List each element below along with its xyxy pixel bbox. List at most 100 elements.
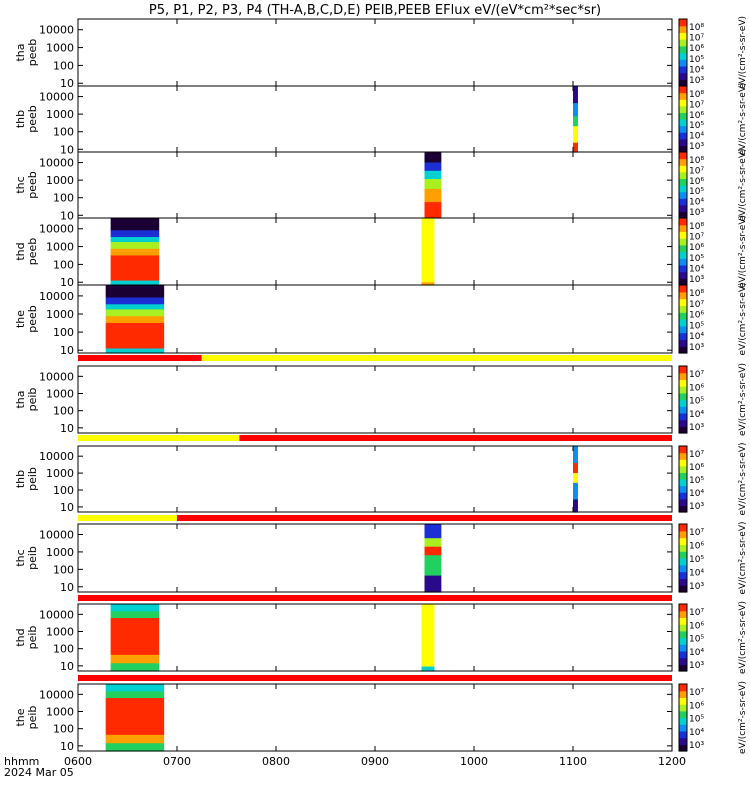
spectrogram-cell bbox=[424, 571, 442, 574]
spectrogram-cell bbox=[573, 488, 578, 492]
colorbar-cell bbox=[679, 287, 687, 291]
panel-instrument-label: peib bbox=[26, 467, 39, 491]
panel-instrument-label: peib bbox=[26, 626, 39, 650]
colorbar-cell bbox=[679, 370, 687, 374]
quality-flag-segment bbox=[201, 355, 672, 361]
spectrogram-cell bbox=[421, 620, 435, 624]
y-tick-label: 10 bbox=[60, 501, 74, 514]
spectrogram-cell bbox=[105, 709, 165, 712]
colorbar-cell bbox=[679, 343, 687, 347]
spectrogram-cell bbox=[424, 176, 442, 179]
time-axis: hhmm 2024 Mar 05 0600 0700 0800 0900 1000 110… bbox=[4, 755, 686, 779]
panel-instrument-label: peeb bbox=[26, 105, 39, 133]
colorbar-cell bbox=[679, 90, 687, 94]
colorbar-cell bbox=[679, 659, 687, 663]
colorbar-cell bbox=[679, 305, 687, 309]
colorbar-cell bbox=[679, 27, 687, 31]
colorbar-cell bbox=[679, 21, 687, 25]
colorbar-cell bbox=[679, 485, 687, 489]
colorbar-cell bbox=[679, 171, 687, 175]
y-tick-label: 10 bbox=[60, 143, 74, 156]
colorbar-cell bbox=[679, 264, 687, 268]
colorbar-cell bbox=[679, 296, 687, 300]
colorbar-cell bbox=[679, 99, 687, 102]
spectrogram-cell bbox=[424, 214, 442, 217]
colorbar-cell bbox=[679, 312, 687, 316]
spectrogram-cell bbox=[110, 645, 160, 649]
spectrogram-cell bbox=[110, 650, 160, 654]
spectrogram-cell bbox=[421, 264, 435, 268]
colorbar-cell bbox=[679, 247, 687, 250]
colorbar-cell bbox=[679, 229, 687, 232]
spectrogram-cell bbox=[424, 158, 442, 161]
spectrogram-cell bbox=[421, 607, 435, 610]
spectrogram-cell bbox=[424, 191, 442, 194]
time-tick-label: 1200 bbox=[658, 755, 686, 768]
y-tick-label: 10000 bbox=[39, 370, 74, 383]
spectrogram-cell bbox=[424, 569, 442, 573]
spectrogram-block-1 bbox=[573, 86, 578, 153]
spectrogram-cell bbox=[573, 502, 578, 505]
spectrogram-cell bbox=[110, 254, 160, 258]
spectrogram-cell bbox=[573, 457, 578, 460]
spectrogram-cell bbox=[421, 251, 435, 254]
colorbar-cell bbox=[679, 213, 687, 217]
spectrogram-cell bbox=[105, 725, 165, 729]
spectrogram-cell bbox=[421, 263, 435, 266]
colorbar-cell bbox=[679, 323, 687, 327]
time-tick-label: 0900 bbox=[361, 755, 389, 768]
colorbar-cell bbox=[679, 608, 687, 612]
colorbar-tick-label: 10³ bbox=[689, 76, 704, 86]
y-tick-label: 100 bbox=[53, 59, 74, 72]
colorbar-cell bbox=[679, 401, 687, 405]
spectrogram-cell bbox=[105, 296, 165, 300]
colorbar-tick-label: 10⁴ bbox=[689, 489, 704, 499]
colorbar-cell bbox=[679, 346, 687, 350]
colorbar-cell bbox=[679, 481, 687, 484]
colorbar-cell bbox=[679, 138, 687, 142]
colorbar-cell bbox=[679, 587, 687, 591]
colorbar-cell bbox=[679, 742, 687, 745]
colorbar-cell bbox=[679, 474, 687, 478]
spectrogram-cell bbox=[105, 694, 165, 697]
colorbar-cell bbox=[679, 580, 687, 584]
spectrogram-cell bbox=[105, 702, 165, 705]
spectrogram-cell bbox=[424, 161, 442, 165]
spectrogram-cell bbox=[421, 630, 435, 634]
colorbar-cell bbox=[679, 452, 687, 456]
colorbar-cell bbox=[679, 112, 687, 116]
spectrogram-cell bbox=[105, 732, 165, 735]
colorbar-cell bbox=[679, 686, 687, 690]
colorbar-cell bbox=[679, 490, 687, 493]
colorbar-cell bbox=[679, 501, 687, 504]
quality-flag-segment bbox=[78, 515, 177, 521]
colorbar-cell bbox=[679, 492, 687, 495]
spectrogram-cell bbox=[573, 150, 578, 153]
colorbar-cell bbox=[679, 476, 687, 480]
colorbar-cell bbox=[679, 163, 687, 166]
spectrogram-cell bbox=[105, 325, 165, 329]
colorbar-cell bbox=[679, 325, 687, 329]
spectrogram-cell bbox=[573, 125, 578, 128]
colorbar-cell bbox=[679, 713, 687, 716]
spectrogram-cell bbox=[573, 464, 578, 467]
colorbar-tick-label: 10³ bbox=[689, 423, 704, 433]
colorbar-cell bbox=[679, 88, 687, 91]
panel-probe-label: thd bbox=[14, 242, 27, 260]
colorbar-cell bbox=[679, 23, 687, 27]
colorbar-cell bbox=[679, 624, 687, 627]
spectrogram-cell bbox=[110, 655, 160, 659]
spectrogram-cell bbox=[105, 298, 165, 301]
spectrogram-cell bbox=[110, 258, 160, 261]
spectrogram-cell bbox=[105, 740, 165, 744]
colorbar-cell bbox=[679, 576, 687, 579]
colorbar-unit-label: eV/(cm²-s-sr-eV) bbox=[738, 601, 748, 674]
colorbar-cell bbox=[679, 684, 687, 687]
spectrogram-cell bbox=[110, 221, 160, 224]
spectrogram-cell bbox=[105, 295, 165, 298]
y-tick-label: 100 bbox=[53, 563, 74, 576]
colorbar-cell bbox=[679, 282, 687, 286]
colorbar-cell bbox=[679, 463, 687, 467]
